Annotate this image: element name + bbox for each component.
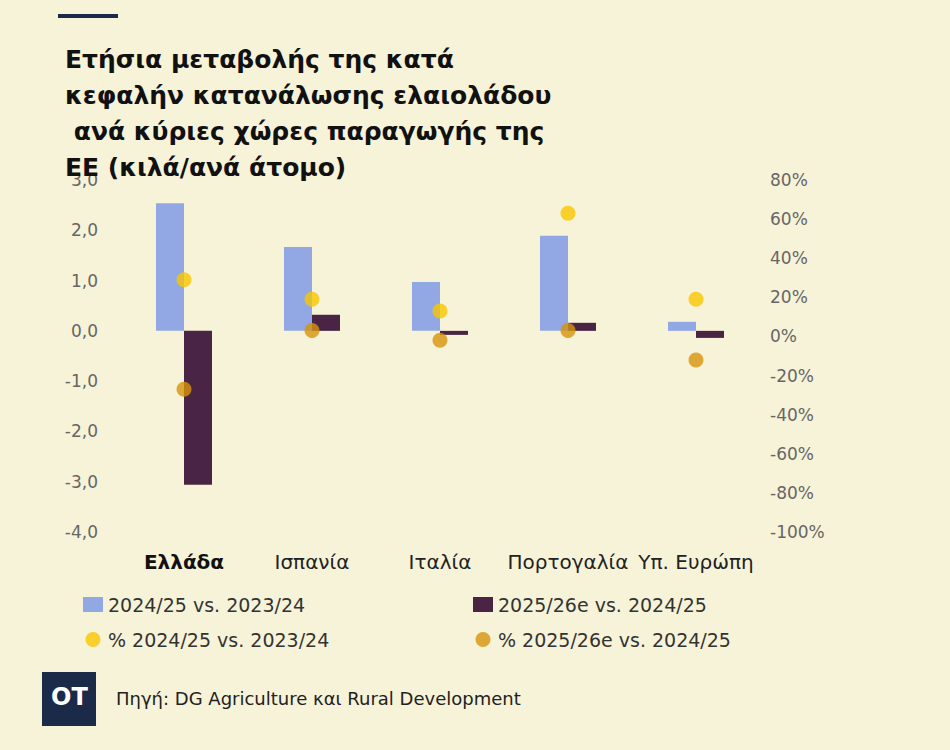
svg-text:-20%: -20%	[770, 366, 814, 386]
svg-text:40%: 40%	[770, 248, 808, 268]
svg-text:2,0: 2,0	[71, 220, 98, 240]
svg-text:ανά κύριες χώρες παραγωγής της: ανά κύριες χώρες παραγωγής της	[65, 117, 553, 146]
svg-text:ΕΕ (κιλά/ανά άτομο): ΕΕ (κιλά/ανά άτομο)	[65, 153, 346, 182]
svg-text:-100%: -100%	[770, 522, 825, 542]
svg-text:-60%: -60%	[770, 444, 814, 464]
svg-text:Υπ. Ευρώπη: Υπ. Ευρώπη	[637, 550, 753, 574]
svg-text:OT: OT	[51, 683, 88, 711]
svg-text:Ετήσια μεταβολής της κατά: Ετήσια μεταβολής της κατά	[65, 45, 463, 74]
svg-text:60%: 60%	[770, 209, 808, 229]
svg-text:1,0: 1,0	[71, 271, 98, 291]
svg-text:-1,0: -1,0	[65, 371, 98, 391]
svg-text:% 2024/25 vs. 2023/24: % 2024/25 vs. 2023/24	[108, 629, 329, 651]
svg-text:κεφαλήν κατανάλωσης ελαιολάδου: κεφαλήν κατανάλωσης ελαιολάδου	[65, 81, 551, 110]
svg-text:2024/25 vs. 2023/24: 2024/25 vs. 2023/24	[108, 594, 305, 616]
svg-text:0%: 0%	[770, 326, 797, 346]
svg-text:Πηγή: DG Agriculture και Rural: Πηγή: DG Agriculture και Rural Developme…	[116, 688, 521, 709]
svg-text:-4,0: -4,0	[65, 522, 98, 542]
svg-text:Ελλάδα: Ελλάδα	[144, 550, 224, 574]
svg-text:-80%: -80%	[770, 483, 814, 503]
svg-text:2025/26e vs. 2024/25: 2025/26e vs. 2024/25	[498, 594, 707, 616]
svg-text:-40%: -40%	[770, 405, 814, 425]
svg-text:-3,0: -3,0	[65, 472, 98, 492]
svg-text:Ιταλία: Ιταλία	[409, 550, 472, 574]
svg-text:-2,0: -2,0	[65, 421, 98, 441]
svg-text:20%: 20%	[770, 287, 808, 307]
svg-text:Ισπανία: Ισπανία	[275, 550, 350, 574]
svg-text:Πορτογαλία: Πορτογαλία	[507, 550, 628, 574]
svg-text:% 2025/26e vs. 2024/25: % 2025/26e vs. 2024/25	[498, 629, 731, 651]
svg-text:80%: 80%	[770, 170, 808, 190]
svg-text:0,0: 0,0	[71, 321, 98, 341]
